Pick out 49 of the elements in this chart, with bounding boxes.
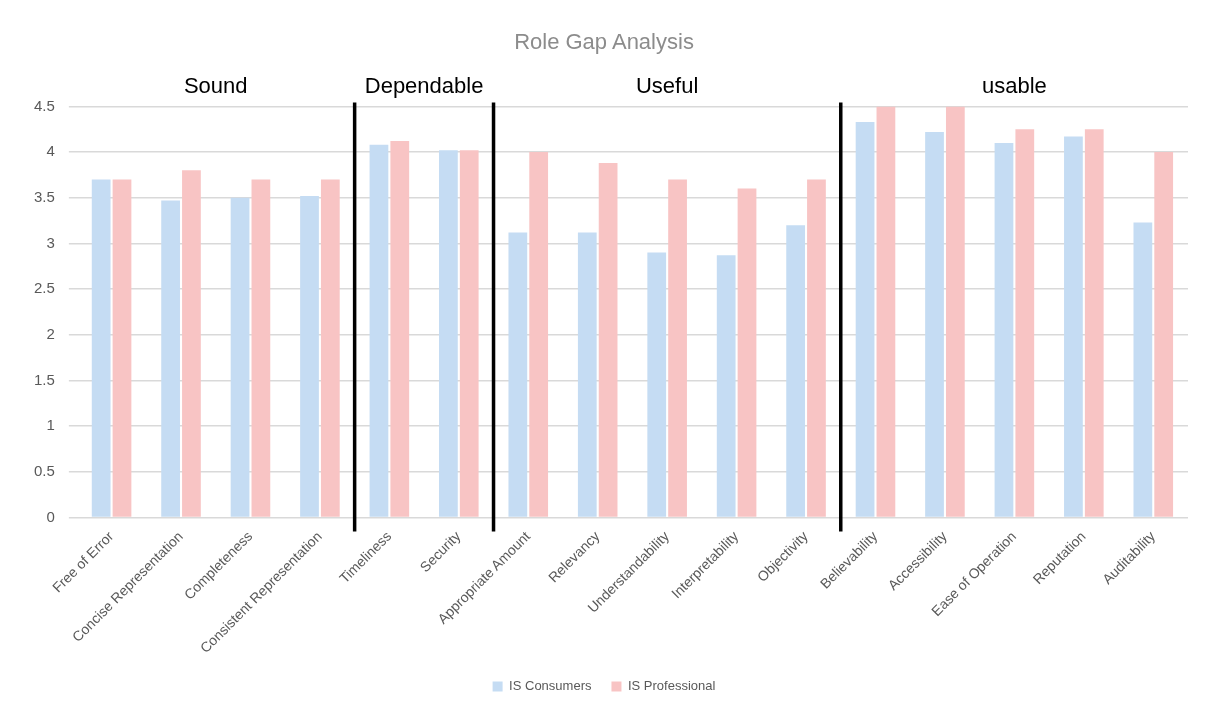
bar (855, 121, 875, 517)
bar (737, 188, 757, 517)
chart-title: Role Gap Analysis (514, 29, 694, 55)
bar (161, 200, 180, 517)
bar (945, 106, 965, 517)
y-tick-label: 2 (46, 324, 55, 342)
y-tick-label: 4.5 (33, 96, 55, 114)
y-tick-label: 3 (46, 233, 55, 251)
text: Useful (635, 73, 699, 99)
y-tick-label: 0.5 (33, 461, 55, 479)
bar (1084, 129, 1104, 517)
bar (807, 179, 826, 517)
legend-label: IS Professional (627, 678, 716, 694)
y-tick-label: 1.5 (33, 370, 55, 388)
bar (529, 152, 549, 517)
text: Sound (183, 73, 248, 99)
bar (1015, 129, 1035, 517)
legend-label: IS Consumers (509, 678, 592, 694)
y-tick-label: 3.5 (33, 187, 55, 205)
bar (459, 150, 479, 517)
bar (508, 232, 528, 517)
bar (300, 195, 319, 517)
bar (230, 197, 250, 517)
y-tick-label: 4 (46, 142, 55, 160)
bar (994, 142, 1014, 517)
bar (786, 225, 805, 517)
bar (577, 232, 597, 517)
bar (1133, 222, 1153, 517)
bar (390, 141, 410, 517)
bar (320, 179, 340, 517)
bar (925, 131, 944, 517)
text: Dependable (364, 73, 484, 99)
y-tick-label: 0 (46, 507, 55, 525)
bar (1064, 136, 1083, 517)
y-tick-label: 2.5 (33, 279, 55, 297)
bar (598, 163, 618, 517)
bar (668, 179, 687, 517)
bar (251, 179, 271, 517)
bar (112, 179, 132, 517)
bar (182, 170, 201, 517)
bar (369, 144, 389, 517)
bar (439, 150, 458, 517)
text: usable (981, 73, 1047, 99)
bar (1154, 152, 1174, 517)
bar (647, 252, 667, 517)
bar (876, 106, 896, 517)
bar (91, 179, 111, 517)
y-tick-label: 1 (46, 416, 55, 434)
bar (716, 255, 736, 517)
